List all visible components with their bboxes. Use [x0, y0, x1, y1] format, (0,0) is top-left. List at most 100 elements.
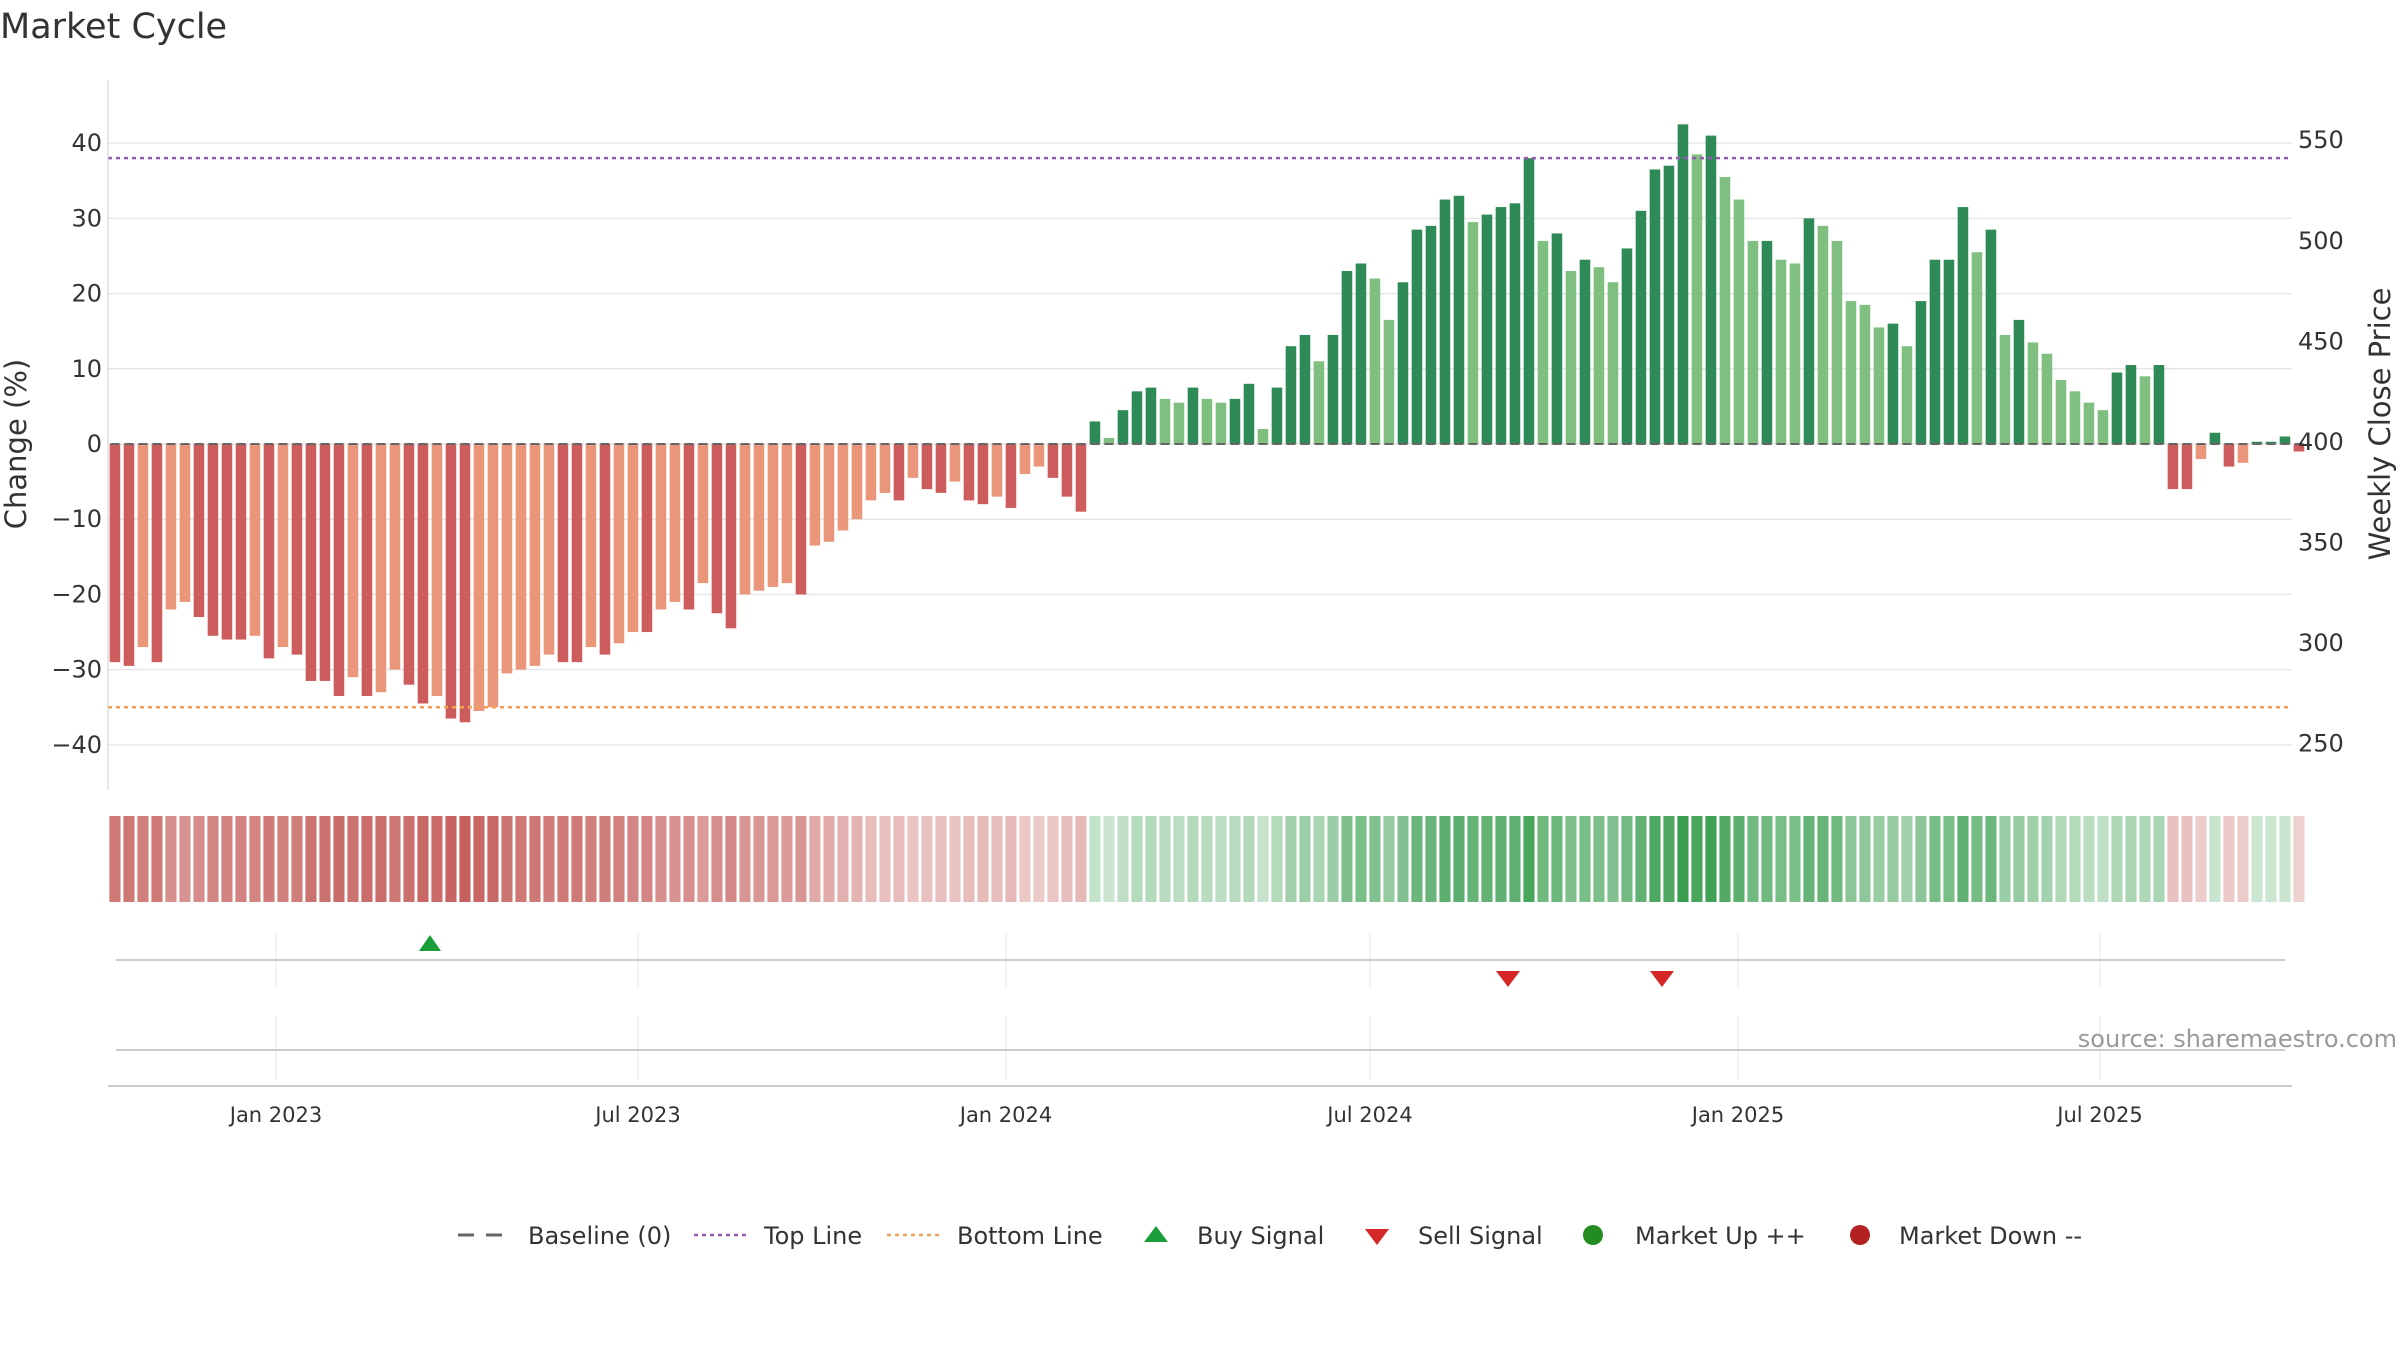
heat-cell: [1621, 816, 1633, 902]
bar: [711, 444, 723, 614]
heat-cell: [1117, 816, 1129, 902]
heat-cell: [1747, 816, 1759, 902]
bar: [935, 444, 947, 493]
bar: [739, 444, 751, 595]
heat-cell: [1887, 816, 1899, 902]
bar: [1327, 334, 1339, 444]
heat-cell: [1005, 816, 1017, 902]
heat-cell: [2153, 816, 2165, 902]
bar: [1901, 346, 1913, 444]
heat-cell: [669, 816, 681, 902]
bar: [2153, 365, 2165, 444]
bar: [1845, 301, 1857, 444]
heat-cell: [375, 816, 387, 902]
bar: [543, 444, 555, 655]
bar: [2111, 372, 2123, 444]
heat-cell: [137, 816, 149, 902]
bar: [1859, 304, 1871, 444]
bar: [669, 444, 681, 602]
bar: [2013, 319, 2025, 444]
bar: [1201, 398, 1213, 444]
heat-cell: [361, 816, 373, 902]
heat-cell: [1649, 816, 1661, 902]
heat-cell: [571, 816, 583, 902]
heat-cell: [193, 816, 205, 902]
bar: [375, 444, 387, 693]
bar: [1103, 437, 1115, 444]
heat-cell: [2223, 816, 2235, 902]
bar: [1929, 259, 1941, 444]
bar: [1719, 176, 1731, 444]
heat-cell: [2293, 816, 2305, 902]
y2-tick-label: 400: [2298, 428, 2344, 456]
bar: [2279, 436, 2291, 444]
bar: [305, 444, 317, 681]
bar: [1397, 282, 1409, 444]
bar: [2223, 444, 2235, 467]
bar: [1411, 229, 1423, 444]
bar: [165, 444, 177, 610]
bar: [1999, 334, 2011, 444]
y2-tick-label: 300: [2298, 629, 2344, 657]
bar: [1355, 263, 1367, 444]
bar: [991, 444, 1003, 497]
heat-cell: [725, 816, 737, 902]
y-axis-right: 250 300 350 400 450 500 550: [2298, 126, 2344, 757]
bar: [627, 444, 639, 633]
bar: [473, 444, 485, 712]
y-tick-label: −40: [51, 731, 102, 759]
heat-cell: [1019, 816, 1031, 902]
heat-cell: [613, 816, 625, 902]
bar: [1061, 444, 1073, 497]
bar: [221, 444, 233, 640]
y2-tick-label: 350: [2298, 529, 2344, 557]
bar: [319, 444, 331, 681]
heat-cell: [1817, 816, 1829, 902]
bar: [2041, 353, 2053, 444]
bar: [1971, 252, 1983, 444]
heat-cell: [165, 816, 177, 902]
bar: [151, 444, 163, 663]
bar: [585, 444, 597, 648]
heat-cell: [389, 816, 401, 902]
heat-cell: [445, 816, 457, 902]
heat-cell: [585, 816, 597, 902]
heat-cell: [893, 816, 905, 902]
bar: [1425, 225, 1437, 444]
heat-cell: [1677, 816, 1689, 902]
heat-cell: [1257, 816, 1269, 902]
bar: [1243, 383, 1255, 444]
bar: [697, 444, 709, 584]
bar: [235, 444, 247, 640]
reference-lines: [108, 156, 2304, 709]
bar: [515, 444, 527, 670]
bar: [1649, 169, 1661, 444]
bar: [487, 444, 499, 708]
heat-cell: [1537, 816, 1549, 902]
legend-label: Sell Signal: [1418, 1222, 1543, 1250]
bar: [1495, 207, 1507, 444]
bar: [2195, 444, 2207, 460]
heat-cell: [795, 816, 807, 902]
heat-cell: [109, 816, 121, 902]
bar: [1985, 229, 1997, 444]
bar: [2125, 365, 2137, 444]
heat-cell: [1957, 816, 1969, 902]
bar: [1369, 278, 1381, 444]
heat-cell: [431, 816, 443, 902]
bar: [823, 444, 835, 542]
heat-cell: [1509, 816, 1521, 902]
heat-cell: [837, 816, 849, 902]
heat-cell: [2111, 816, 2123, 902]
heat-cell: [1327, 816, 1339, 902]
chart-title: Market Cycle: [0, 7, 227, 47]
heat-cell: [1075, 816, 1087, 902]
bar: [2083, 402, 2095, 444]
heat-cell: [1243, 816, 1255, 902]
heat-cell: [529, 816, 541, 902]
heat-cell: [921, 816, 933, 902]
bar: [1523, 158, 1535, 444]
x-tick-label: Jul 2023: [593, 1103, 680, 1127]
heat-cell: [249, 816, 261, 902]
bar: [781, 444, 793, 584]
